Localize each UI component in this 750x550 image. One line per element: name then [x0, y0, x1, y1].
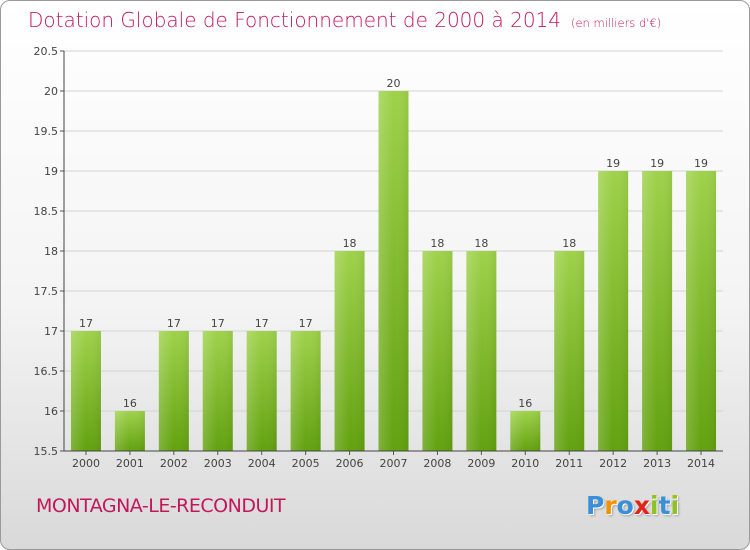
bar-highlight [334, 251, 365, 451]
x-tick-label: 2010 [511, 457, 539, 470]
bar-highlight [686, 171, 717, 451]
commune-name: MONTAGNA-LE-RECONDUIT [36, 495, 286, 517]
y-tick-label: 16 [44, 405, 58, 418]
data-label: 19 [606, 157, 620, 170]
logo-letter: i [650, 491, 659, 520]
bar-highlight [290, 331, 321, 451]
bar-highlight [598, 171, 629, 451]
data-label: 18 [474, 237, 488, 250]
y-tick-label: 18 [44, 245, 58, 258]
logo-letter: P [586, 491, 605, 520]
x-tick-label: 2008 [423, 457, 451, 470]
data-label: 17 [211, 317, 225, 330]
data-label: 18 [343, 237, 357, 250]
bar-highlight [114, 411, 145, 451]
y-tick-label: 17 [44, 325, 58, 338]
x-tick-label: 2007 [380, 457, 408, 470]
data-label: 17 [167, 317, 181, 330]
y-tick-label: 19.5 [34, 125, 59, 138]
chart-title: Dotation Globale de Fonctionnement de 20… [28, 8, 661, 32]
logo-letter: t [658, 491, 671, 520]
proxiti-logo[interactable]: Proxiti [586, 491, 679, 520]
x-tick-label: 2001 [116, 457, 144, 470]
x-tick-label: 2002 [160, 457, 188, 470]
bar-highlight [158, 331, 189, 451]
y-tick-label: 18.5 [34, 205, 59, 218]
x-tick-label: 2013 [643, 457, 671, 470]
data-label: 16 [518, 397, 532, 410]
logo-letter: o [616, 491, 634, 520]
data-label: 19 [650, 157, 664, 170]
data-labels: 17 16 17 17 17 17 18 20 18 18 16 18 19 19 19 [79, 77, 708, 410]
y-tick-label: 17.5 [34, 285, 59, 298]
x-tick-label: 2004 [248, 457, 276, 470]
y-tick-label: 20.5 [34, 45, 59, 58]
x-tick-label: 2014 [687, 457, 715, 470]
chart-unit: (en milliers d'€) [571, 16, 662, 30]
x-tick-label: 2003 [204, 457, 232, 470]
bar-highlight [422, 251, 453, 451]
bar-highlight [378, 91, 409, 451]
bar-highlight [70, 331, 101, 451]
data-label: 17 [255, 317, 269, 330]
x-tick-label: 2012 [599, 457, 627, 470]
bars [70, 91, 717, 451]
y-tick-label: 20 [44, 85, 58, 98]
y-tick-label: 19 [44, 165, 58, 178]
x-tick-label: 2011 [555, 457, 583, 470]
logo-letter: i [670, 491, 680, 520]
x-tick-label: 2006 [336, 457, 364, 470]
logo-letter: r [604, 491, 617, 520]
data-label: 17 [299, 317, 313, 330]
bar-highlight [202, 331, 233, 451]
data-label: 20 [387, 77, 401, 90]
bar-highlight [554, 251, 585, 451]
data-label: 19 [694, 157, 708, 170]
data-label: 17 [79, 317, 93, 330]
axes: 15.5 16 16.5 17 17.5 18 18.5 19 19.5 20 20.5 2000 20… [34, 45, 723, 470]
data-label: 18 [430, 237, 444, 250]
chart-title-text: Dotation Globale de Fonctionnement de 20… [28, 8, 561, 32]
data-label: 16 [123, 397, 137, 410]
x-tick-label: 2005 [292, 457, 320, 470]
bar-highlight [642, 171, 673, 451]
bar-highlight [510, 411, 541, 451]
y-tick-label: 16.5 [34, 365, 59, 378]
x-tick-label: 2009 [467, 457, 495, 470]
bar-highlight [466, 251, 497, 451]
data-label: 18 [562, 237, 576, 250]
y-tick-label: 15.5 [34, 445, 59, 458]
logo-letter: x [633, 491, 650, 520]
bar-highlight [246, 331, 277, 451]
x-tick-label: 2000 [72, 457, 100, 470]
